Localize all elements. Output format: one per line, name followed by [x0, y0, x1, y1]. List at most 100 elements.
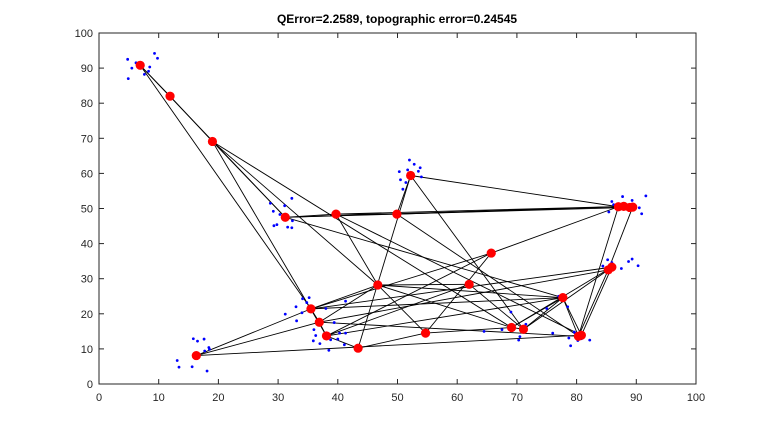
data-point	[567, 336, 571, 340]
data-point	[196, 339, 199, 343]
data-point	[283, 312, 287, 316]
data-point	[344, 331, 347, 335]
neuron-marker	[373, 280, 383, 290]
x-tick-label: 0	[96, 392, 102, 404]
neuron-marker	[506, 322, 517, 333]
neuron-marker	[464, 279, 474, 289]
data-point	[268, 201, 272, 205]
data-point	[601, 264, 605, 268]
data-point	[290, 196, 294, 200]
x-tick-label: 90	[630, 392, 642, 404]
neuron-marker	[314, 317, 324, 327]
neuron-marker	[191, 350, 201, 361]
y-tick-label: 20	[81, 309, 93, 321]
data-point	[318, 342, 322, 346]
data-point	[332, 321, 336, 324]
data-point	[142, 73, 146, 76]
data-point	[630, 257, 634, 261]
data-point	[644, 194, 648, 198]
data-point	[588, 338, 592, 342]
data-point	[342, 343, 346, 347]
connection-line	[310, 266, 612, 310]
x-tick-label: 50	[391, 392, 403, 404]
data-point	[312, 328, 316, 331]
chart-title: QError=2.2589, topographic error=0.24545	[277, 12, 517, 26]
neuron-marker	[306, 304, 316, 314]
connection-line	[377, 284, 563, 299]
data-point	[283, 204, 287, 208]
data-point	[307, 296, 311, 300]
x-tick-label: 40	[332, 392, 344, 404]
data-point	[397, 170, 401, 174]
x-tick-label: 70	[511, 392, 523, 404]
neuron-marker	[406, 170, 416, 181]
data-point	[509, 310, 513, 314]
x-tick-label: 100	[687, 392, 705, 404]
data-point	[294, 305, 298, 309]
data-point	[607, 210, 611, 214]
neuron-marker	[518, 324, 529, 334]
connection-line	[562, 297, 582, 336]
data-point	[404, 181, 408, 184]
x-tick-label: 80	[570, 392, 582, 404]
y-tick-label: 80	[81, 98, 93, 110]
data-point	[419, 175, 423, 179]
data-point	[311, 339, 315, 343]
y-axis: 0 10 20 30 40 50 60 70 80 90 100	[75, 28, 696, 391]
data-point	[551, 331, 555, 335]
connection-line	[212, 141, 379, 286]
data-point	[606, 258, 610, 262]
data-point	[177, 365, 181, 369]
data-point	[416, 169, 420, 173]
data-point	[301, 297, 304, 301]
y-tick-label: 0	[87, 379, 93, 391]
connection-line	[357, 175, 412, 349]
data-point	[338, 331, 341, 335]
neuron-marker	[321, 331, 332, 341]
data-point	[130, 66, 134, 70]
neuron-marker	[607, 262, 617, 272]
neuron-marker	[353, 343, 363, 353]
y-tick-label: 50	[81, 204, 93, 216]
data-point	[482, 329, 486, 333]
x-tick-label: 10	[153, 392, 165, 404]
data-point	[203, 349, 207, 353]
data-point	[295, 319, 299, 323]
y-tick-label: 100	[75, 28, 93, 40]
data-point	[545, 307, 549, 310]
data-point	[640, 212, 644, 216]
data-point	[401, 187, 405, 191]
connections-layer	[139, 64, 634, 357]
data-point	[202, 337, 206, 341]
connection-line	[285, 206, 630, 218]
connection-line	[410, 175, 524, 330]
data-point	[518, 335, 522, 339]
x-tick-label: 60	[451, 392, 463, 404]
connection-line	[357, 332, 426, 349]
data-point	[621, 195, 624, 198]
neuron-marker	[576, 330, 586, 340]
data-point	[305, 301, 309, 304]
data-point	[153, 51, 156, 55]
data-point	[636, 264, 640, 268]
connection-line	[335, 213, 379, 286]
neuron-marker	[486, 248, 496, 258]
connection-line	[196, 308, 312, 356]
data-point	[406, 168, 410, 172]
connection-line	[491, 206, 619, 254]
connection-line	[196, 321, 320, 357]
data-point	[286, 225, 290, 229]
data-point	[208, 347, 211, 351]
data-point	[610, 200, 614, 203]
connection-line	[310, 284, 378, 310]
neuron-marker	[558, 293, 568, 303]
data-point	[637, 206, 641, 210]
data-point	[205, 369, 209, 373]
connection-line	[580, 266, 613, 336]
connection-line	[377, 284, 426, 334]
data-point	[418, 166, 422, 170]
data-point	[619, 267, 623, 270]
y-tick-label: 90	[81, 63, 93, 75]
neuron-marker	[628, 202, 638, 212]
neurons-layer	[135, 60, 638, 361]
